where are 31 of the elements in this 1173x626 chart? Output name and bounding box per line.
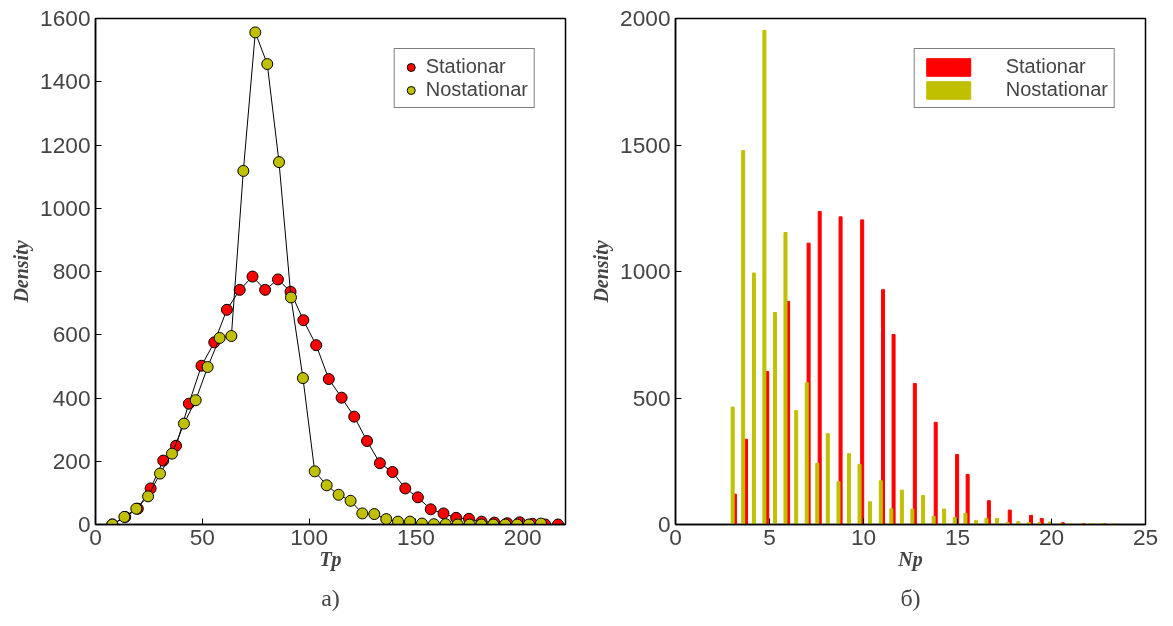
x-tick-label: 150 [397, 523, 435, 550]
y-tick-label: 1500 [620, 131, 671, 158]
text: б) [900, 584, 921, 611]
y-tick-label: 800 [52, 258, 91, 284]
x-tick-label: 10 [850, 523, 877, 550]
legend-label: Stationar [1005, 55, 1086, 78]
x-tick-label: 200 [503, 523, 542, 550]
legend-label: Nostationar [1005, 78, 1108, 101]
y-tick-label: 1400 [40, 68, 91, 95]
x-axis-title: Np [897, 547, 923, 571]
x-tick-label: 20 [1038, 523, 1065, 550]
y-tick-label: 400 [52, 384, 91, 411]
legend-label: Nostationar [425, 78, 528, 101]
y-axis-title: Density [590, 240, 614, 304]
text: а) [321, 584, 340, 611]
y-tick-label: 500 [632, 384, 671, 411]
legend-label: Stationar [425, 55, 506, 78]
y-tick-label: 1000 [40, 194, 91, 221]
y-tick-label: 1000 [620, 258, 671, 284]
y-axis-title: Density [10, 240, 34, 304]
y-tick-label: 600 [52, 321, 91, 348]
y-tick-label: 1600 [40, 5, 91, 31]
x-tick-label: 15 [944, 523, 971, 550]
x-tick-label: 50 [189, 523, 215, 550]
y-tick-label: 200 [52, 447, 91, 474]
x-tick-label: 5 [763, 523, 776, 550]
x-tick-label: 100 [290, 523, 329, 550]
x-axis-title: Tp [319, 547, 342, 571]
y-tick-label: 1200 [40, 131, 91, 158]
x-tick-label: 25 [1132, 523, 1159, 550]
y-tick-label: 2000 [620, 5, 671, 31]
